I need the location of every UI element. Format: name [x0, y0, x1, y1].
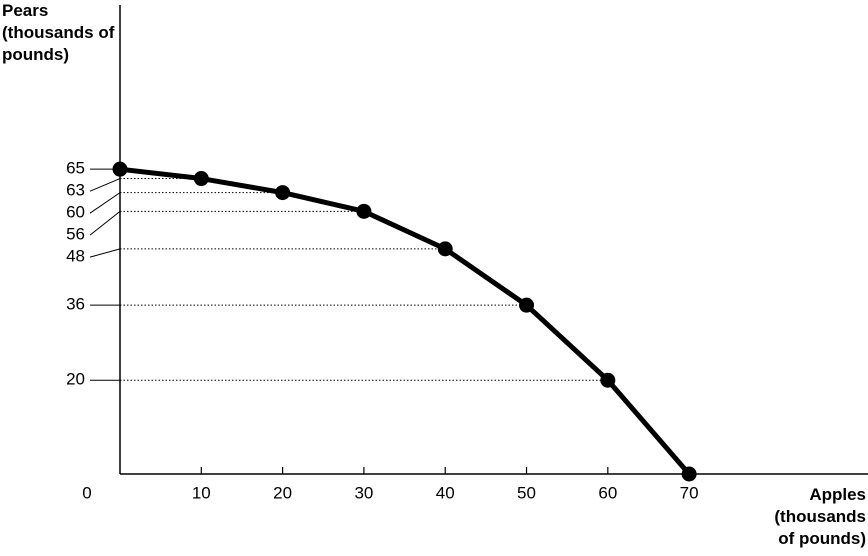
y-tick-label: 48 [66, 247, 85, 266]
point [681, 466, 697, 482]
point [112, 161, 128, 177]
y-tick-leader [89, 248, 121, 258]
x-tick-label: 40 [436, 483, 455, 502]
y-tick-label: 56 [66, 225, 85, 244]
x-tick-label: 60 [598, 483, 617, 502]
point [519, 297, 535, 313]
point [193, 171, 209, 187]
x-tick-label: 50 [517, 483, 536, 502]
y-tick-leader [89, 210, 121, 236]
x-axis-title: Apples (thousands of pounds) [774, 485, 866, 548]
y-tick-label: 36 [66, 295, 85, 314]
y-tick-leader [89, 192, 121, 214]
y-tick-label: 63 [66, 181, 85, 200]
point [275, 185, 291, 201]
line [119, 166, 692, 476]
point [356, 203, 372, 219]
y-tick-leader [89, 178, 121, 192]
x-tick-label: 70 [680, 483, 699, 502]
x-tick-label: 30 [354, 483, 373, 502]
y-axis-title: Pears (thousands of pounds) [2, 1, 115, 64]
y-tick-label: 20 [66, 370, 85, 389]
y-tick-label: 65 [66, 159, 85, 178]
x-tick-label: 0 [82, 483, 91, 502]
point [600, 372, 616, 388]
point [437, 241, 453, 257]
x-tick-label: 10 [192, 483, 211, 502]
x-tick-label: 20 [273, 483, 292, 502]
y-tick-label: 60 [66, 203, 85, 222]
